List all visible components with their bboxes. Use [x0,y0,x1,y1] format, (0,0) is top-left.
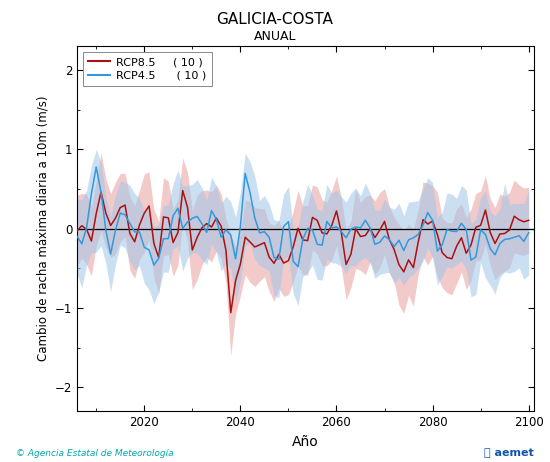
Y-axis label: Cambio de racha máxima diaria a 10m (m/s): Cambio de racha máxima diaria a 10m (m/s… [36,96,49,361]
Legend: RCP8.5     ( 10 ), RCP4.5      ( 10 ): RCP8.5 ( 10 ), RCP4.5 ( 10 ) [82,52,212,86]
Text: © Agencia Estatal de Meteorología: © Agencia Estatal de Meteorología [16,450,174,458]
X-axis label: Año: Año [292,435,318,449]
Text: Ⓜ aemet: Ⓜ aemet [484,448,534,458]
Text: GALICIA-COSTA: GALICIA-COSTA [217,12,333,26]
Text: ANUAL: ANUAL [254,30,296,43]
